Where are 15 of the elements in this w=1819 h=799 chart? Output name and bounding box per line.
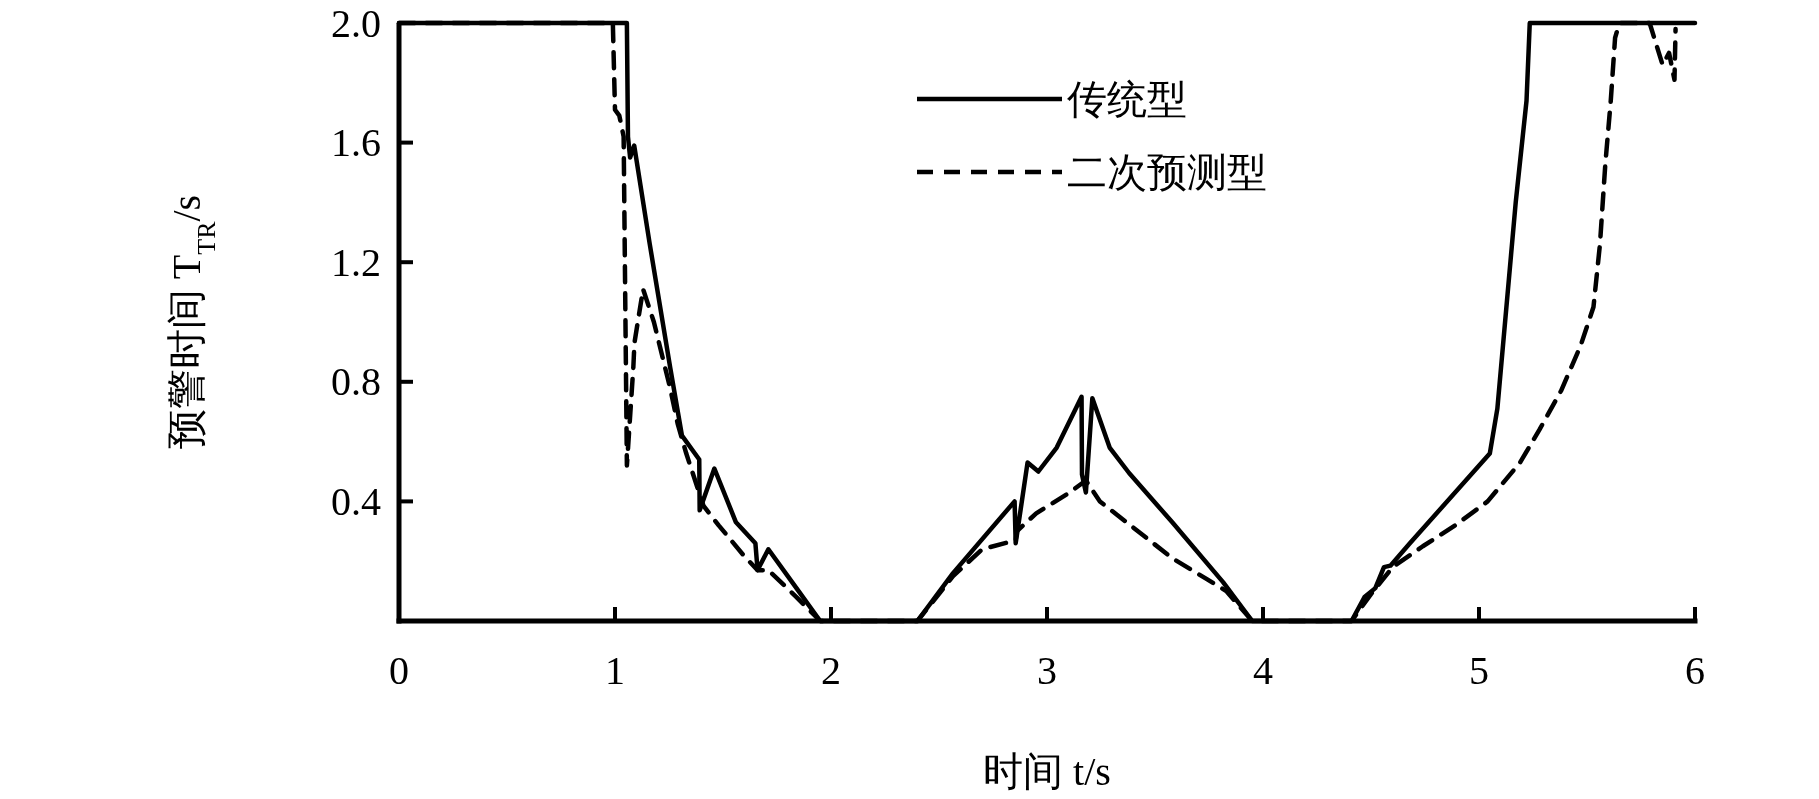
y-tick-label: 1.6 (331, 120, 381, 166)
x-tick-label: 6 (1685, 648, 1705, 693)
x-tick-label: 1 (605, 648, 625, 693)
x-tick-label: 2 (821, 648, 841, 693)
legend-label: 传统型 (1067, 76, 1187, 122)
x-tick-label: 5 (1469, 648, 1489, 693)
x-axis-title: 时间 t/s (983, 749, 1111, 794)
legend-label: 二次预测型 (1067, 149, 1267, 195)
x-tick-label: 4 (1253, 648, 1273, 693)
x-tick-label: 3 (1037, 648, 1057, 693)
y-tick-label: 2.0 (331, 0, 381, 46)
y-tick-label: 0.4 (331, 478, 381, 524)
y-tick-label: 0.8 (331, 359, 381, 405)
x-tick-label: 0 (389, 648, 409, 693)
y-tick-label: 1.2 (331, 239, 381, 285)
